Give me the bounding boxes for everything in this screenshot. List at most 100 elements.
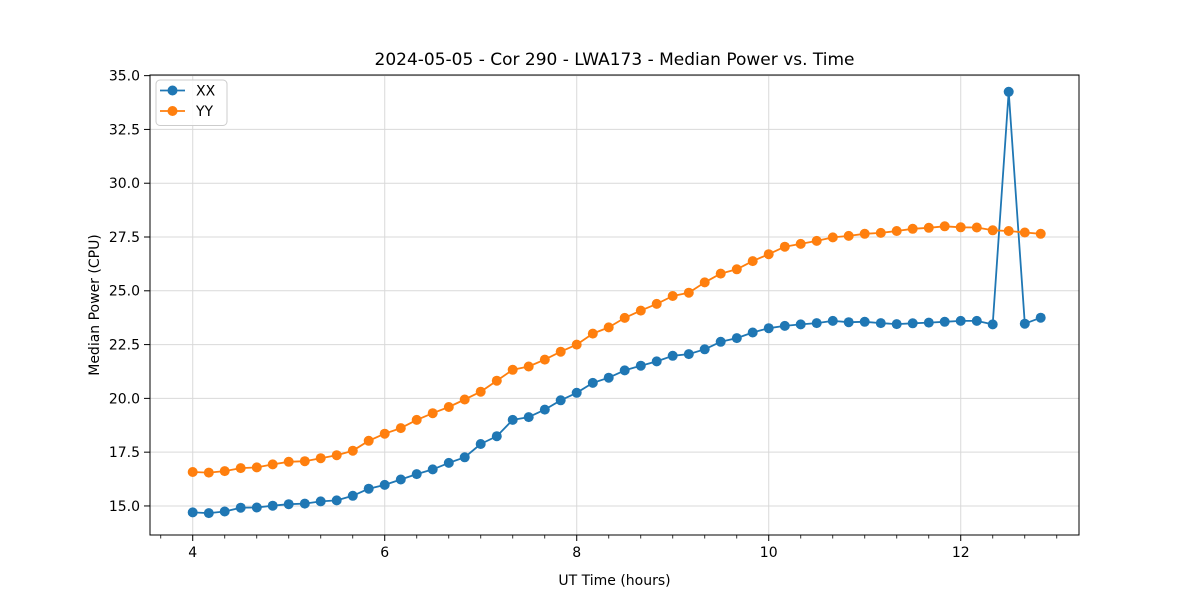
data-point-marker — [203, 508, 214, 519]
data-point-marker — [283, 456, 294, 467]
y-tick-label: 17.5 — [109, 445, 140, 461]
data-point-marker — [779, 241, 790, 252]
data-point-marker — [315, 496, 326, 507]
data-point-marker — [683, 287, 694, 298]
data-point-marker — [507, 414, 518, 425]
data-point-marker — [379, 479, 390, 490]
data-point-marker — [1019, 227, 1030, 238]
data-point-marker — [331, 495, 342, 506]
data-point-marker — [427, 464, 438, 475]
data-point-marker — [523, 361, 534, 372]
data-point-marker — [411, 469, 422, 480]
data-point-marker — [555, 346, 566, 357]
data-point-marker — [251, 462, 262, 473]
data-point-marker — [475, 439, 486, 449]
data-point-marker — [491, 431, 502, 442]
data-point-marker — [571, 387, 582, 398]
plot-border — [149, 74, 1080, 536]
data-point-marker — [1003, 226, 1014, 236]
legend-sample-marker — [167, 85, 178, 96]
data-point-marker — [763, 323, 774, 334]
data-point-marker — [667, 291, 678, 301]
data-point-marker — [507, 364, 518, 375]
data-point-marker — [315, 453, 326, 464]
series-line-xx — [192, 90, 1042, 514]
data-point-marker — [203, 467, 214, 478]
data-point-marker — [427, 408, 438, 419]
axes: 4 6 8 10 12 15.0 17.5 20.0 22.5 25.0 27.5 30.0 32.5 3… — [109, 69, 1080, 561]
data-point-marker — [267, 459, 278, 470]
data-point-marker — [635, 305, 646, 316]
data-point-marker — [235, 463, 246, 474]
data-point-marker — [683, 349, 694, 360]
data-point-marker — [523, 412, 534, 423]
y-tick-label: 15.0 — [109, 499, 140, 515]
data-point-marker — [539, 404, 550, 415]
data-point-marker — [395, 474, 406, 485]
data-point-marker — [651, 356, 662, 367]
data-point-marker — [587, 377, 598, 388]
data-point-marker — [795, 319, 806, 330]
data-point-marker — [939, 316, 950, 327]
data-point-marker — [651, 298, 662, 309]
data-point-marker — [955, 315, 966, 326]
data-point-marker — [1019, 318, 1030, 329]
data-point-marker — [763, 249, 774, 260]
data-point-marker — [1003, 86, 1014, 97]
data-point-marker — [443, 402, 454, 412]
data-point-marker — [443, 457, 454, 468]
data-point-marker — [923, 317, 934, 328]
data-point-marker — [347, 445, 358, 456]
data-point-marker — [251, 502, 262, 513]
chart-title: 2024-05-05 - Cor 290 - LWA173 - Median P… — [375, 50, 855, 70]
data-point-marker — [731, 264, 742, 275]
series-xx — [187, 86, 1046, 519]
data-point-marker — [571, 339, 582, 350]
data-point-marker — [891, 226, 902, 236]
data-point-marker — [187, 467, 198, 477]
data-point-marker — [635, 360, 646, 371]
data-point-marker — [299, 498, 310, 509]
data-point-marker — [283, 499, 294, 510]
data-point-marker — [411, 414, 422, 425]
x-tick-label: 8 — [572, 545, 581, 561]
data-point-marker — [187, 507, 198, 518]
legend: XX YY — [155, 79, 228, 126]
data-point-marker — [987, 319, 998, 330]
x-tick-label: 10 — [760, 545, 778, 561]
legend-item-yy: YY — [160, 104, 214, 120]
data-point-marker — [459, 394, 470, 405]
data-point-marker — [219, 506, 230, 517]
data-point-marker — [955, 222, 966, 233]
data-point-marker — [811, 235, 822, 246]
x-tick-label: 4 — [188, 545, 197, 561]
data-point-marker — [875, 227, 886, 238]
data-point-marker — [843, 230, 854, 241]
data-point-marker — [843, 317, 854, 328]
legend-entry-label: YY — [195, 104, 214, 120]
y-tick-label: 32.5 — [109, 122, 140, 138]
x-axis-label: UT Time (hours) — [558, 573, 670, 589]
data-point-marker — [987, 225, 998, 236]
data-point-marker — [395, 423, 406, 434]
data-point-marker — [811, 318, 822, 329]
data-point-marker — [699, 344, 710, 355]
data-point-marker — [795, 238, 806, 249]
data-point-marker — [715, 336, 726, 347]
data-point-marker — [827, 232, 838, 243]
data-point-marker — [891, 319, 902, 330]
y-tick-label: 22.5 — [109, 337, 140, 353]
data-point-marker — [331, 450, 342, 461]
data-point-marker — [731, 333, 742, 344]
y-tick-label: 30.0 — [109, 176, 140, 192]
data-point-marker — [219, 466, 230, 477]
data-point-marker — [971, 222, 982, 233]
data-point-marker — [299, 456, 310, 467]
data-point-marker — [859, 316, 870, 327]
x-tick-label: 12 — [952, 545, 970, 561]
data-point-marker — [475, 386, 486, 397]
legend-item-xx: XX — [160, 83, 216, 99]
data-point-marker — [235, 502, 246, 513]
